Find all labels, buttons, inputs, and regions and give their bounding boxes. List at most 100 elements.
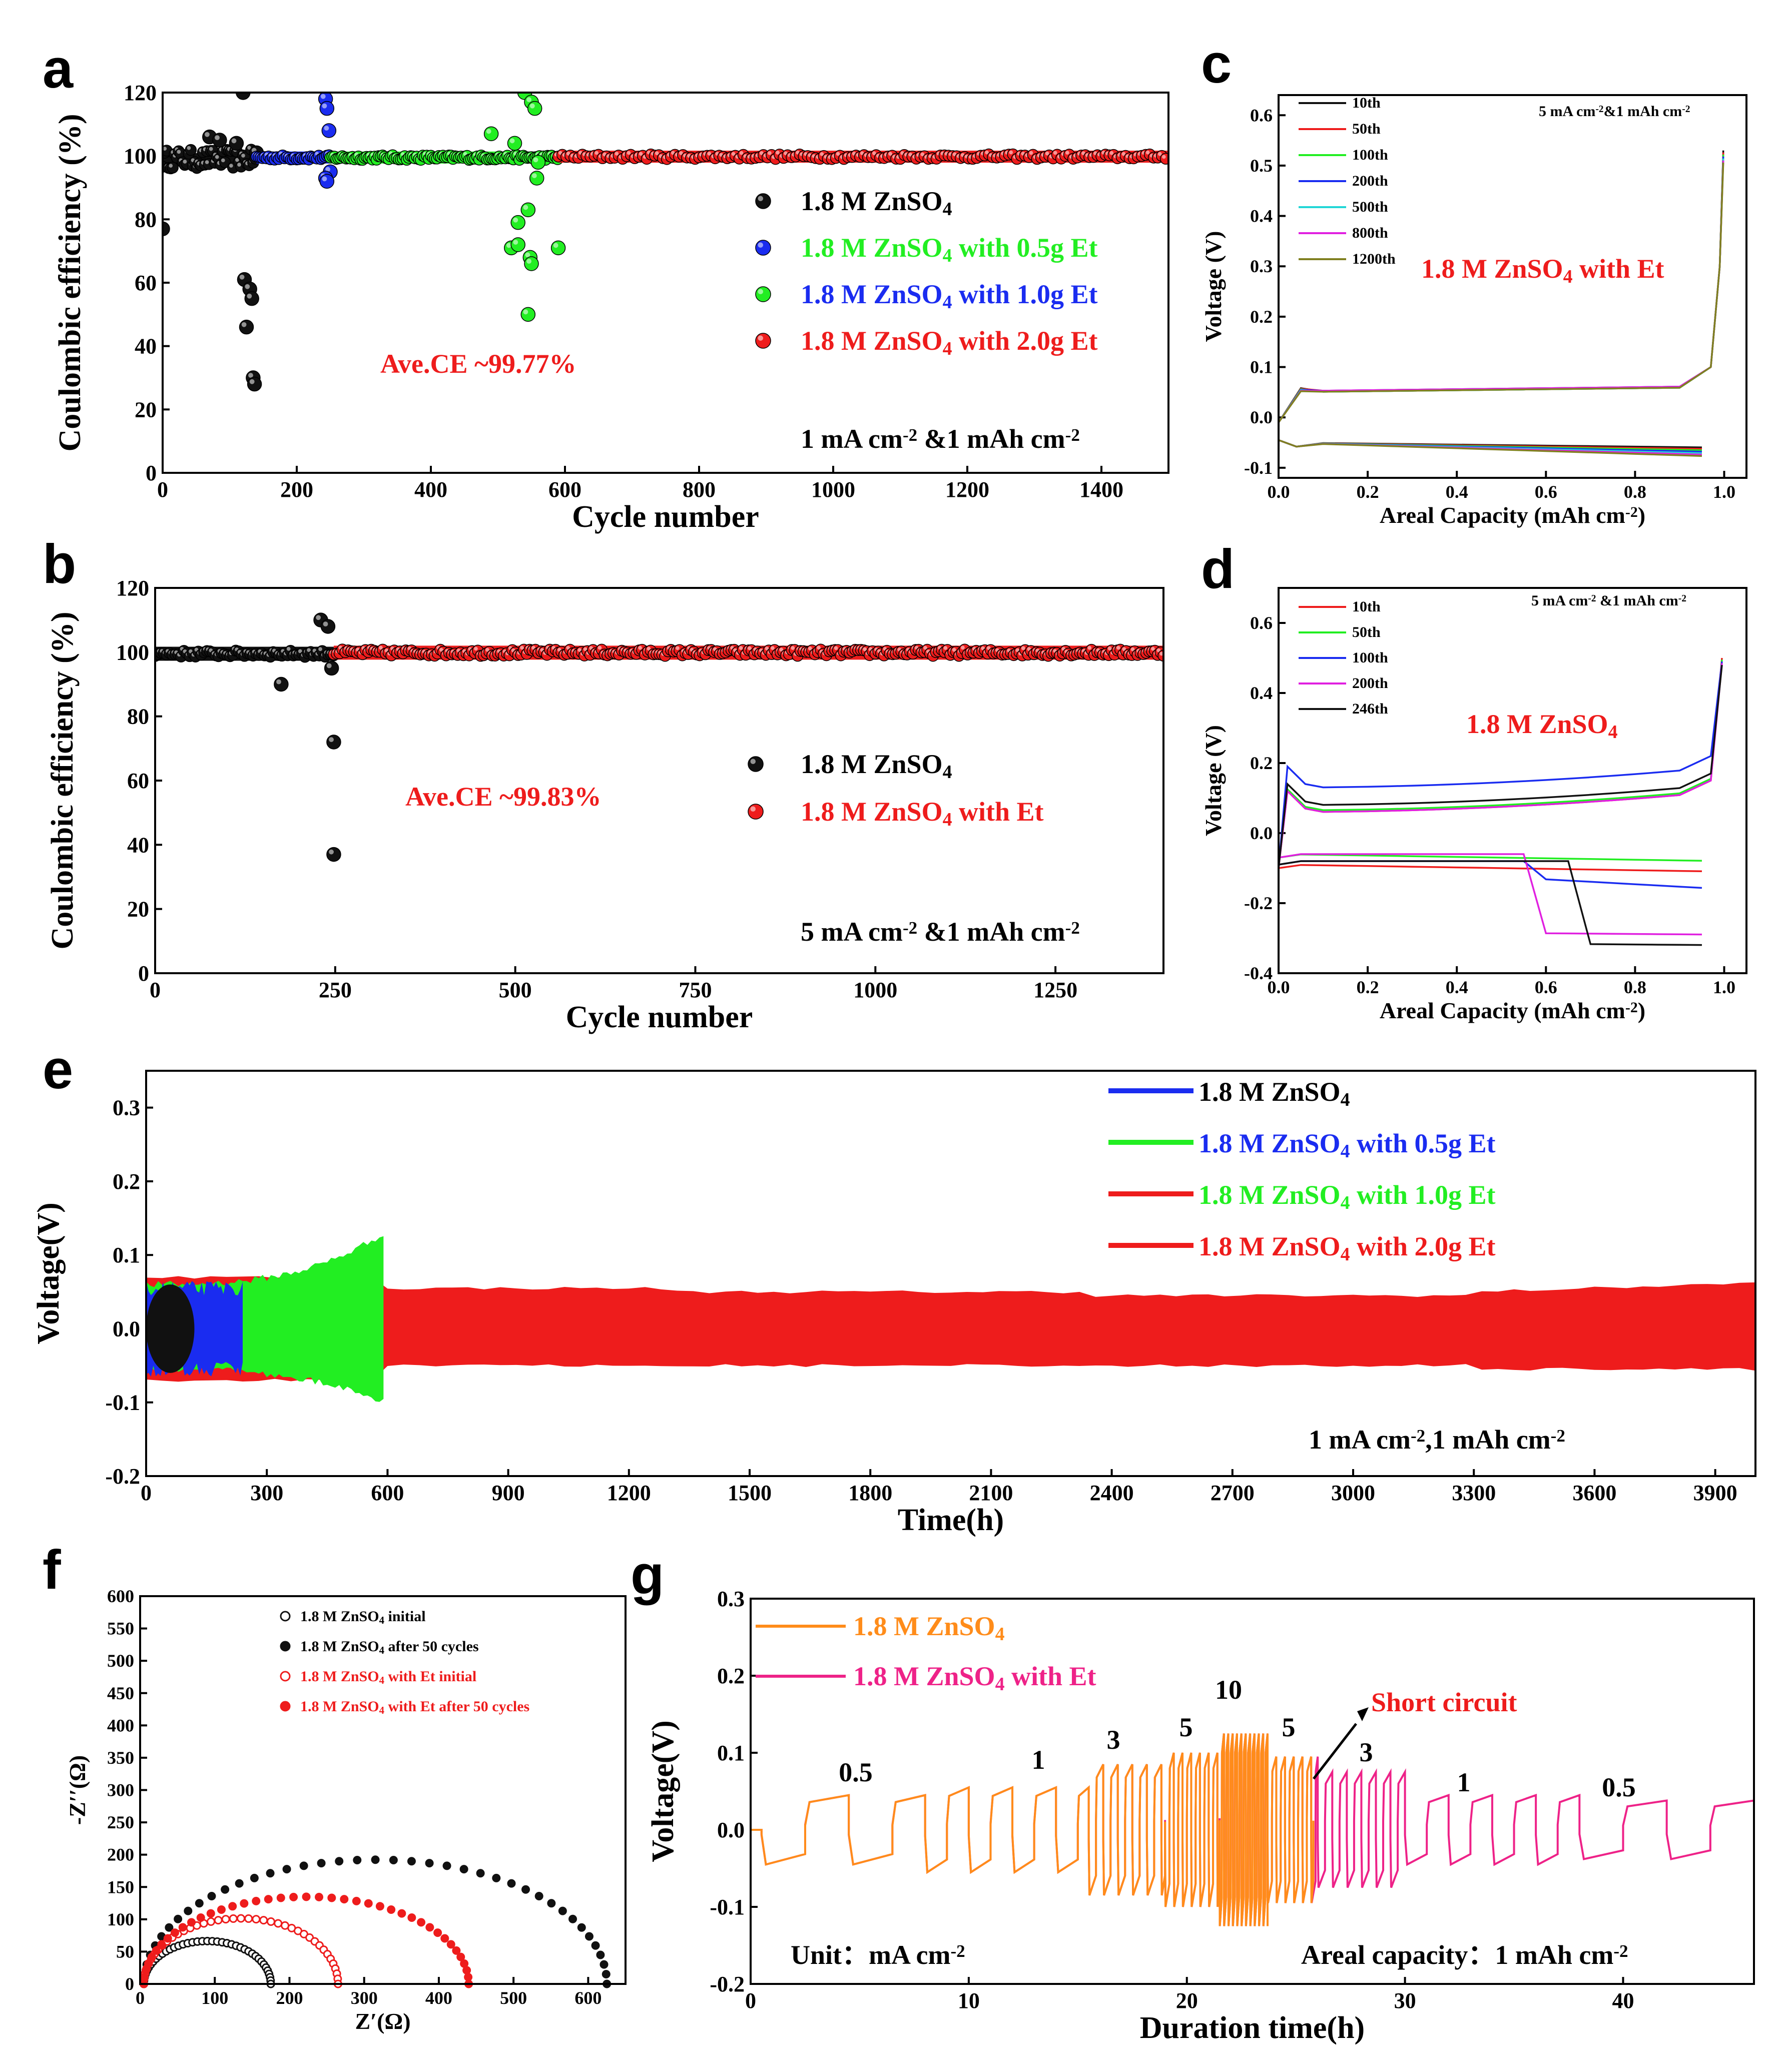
x-tick-label: 0 [745, 1988, 756, 2013]
point-highlight [298, 649, 302, 653]
plating-curve-magenta [1278, 853, 1702, 936]
outlier-point-green [520, 307, 536, 322]
point-highlight [731, 152, 736, 156]
y-tick-label: 0.0 [113, 1316, 140, 1341]
ave-ce-annotation: Ave.CE ~99.83% [405, 782, 602, 812]
x-tick-label: 0 [141, 1481, 152, 1505]
nyquist-point [302, 1892, 311, 1901]
y-tick-label: 100 [107, 1909, 134, 1929]
x-tick-label: 2100 [969, 1481, 1013, 1505]
nyquist-point [440, 1934, 449, 1943]
panel-a: 0 200 400 600 800 1000 1200 1400 0 20 40 60 80 100 120… [43, 38, 1169, 534]
point-highlight [1161, 155, 1166, 159]
nyquist-point [521, 1885, 530, 1894]
point-highlight [163, 147, 167, 151]
test-condition: 1 mA cm-2,1 mAh cm-2 [1309, 1425, 1565, 1455]
panel-d: 0.0 0.2 0.4 0.6 0.8 1.0-0.4-0.20.00.20.40.6Ar… [1201, 538, 1747, 1023]
legend-label: 800th [1352, 225, 1388, 241]
x-tick-label: 1000 [811, 477, 855, 502]
nyquist-point [207, 1917, 216, 1926]
point-highlight [768, 151, 772, 155]
nyquist-point [600, 1960, 609, 1969]
point-highlight [187, 146, 191, 150]
x-tick-label: 0.2 [1357, 482, 1379, 502]
test-condition: 1 mA cm-2 &1 mAh cm-2 [801, 424, 1080, 454]
nyquist-point [375, 1902, 384, 1911]
point-highlight [748, 646, 752, 650]
panel-f: 0 100 200 300 400 500 600 0 50 100 150 200 250 300 350… [43, 1539, 627, 2034]
point-highlight [229, 164, 233, 168]
y-axis-label: Voltage (V) [1201, 725, 1226, 836]
point-highlight [215, 155, 219, 159]
x-axis-label: Areal Capacity (mAh cm-2) [1380, 998, 1645, 1023]
x-tick-label: 1200 [607, 1481, 651, 1505]
point-highlight [627, 151, 631, 155]
point-highlight [1121, 152, 1126, 156]
point-highlight [1045, 151, 1049, 156]
point-highlight [520, 645, 524, 650]
y-tick-label: 0.1 [1250, 357, 1273, 377]
point-highlight [834, 646, 838, 650]
nyquist-point [584, 1932, 593, 1941]
outlier-point-green [524, 256, 539, 271]
stripping-curve-green [1278, 659, 1723, 869]
nyquist-point [228, 1902, 237, 1911]
point-highlight [526, 97, 531, 103]
point-highlight [183, 160, 187, 164]
point-highlight [750, 759, 756, 764]
x-tick-label: 0 [136, 1988, 145, 2008]
point-highlight [1151, 646, 1155, 651]
x-tick-label: 600 [574, 1988, 602, 2008]
unit-note: Unit：mA cm-2 [791, 1940, 965, 1970]
x-tick-label: 400 [425, 1988, 452, 2008]
nyquist-point [221, 1885, 230, 1894]
point-highlight [248, 373, 253, 378]
outlier-point-black [236, 93, 251, 100]
outlier-point-black [229, 136, 244, 151]
panel-letter: c [1201, 33, 1232, 95]
x-tick-label: 0.2 [1357, 977, 1379, 997]
y-tick-label: 0.4 [1250, 206, 1273, 226]
point-highlight [808, 646, 812, 650]
nyquist-point [141, 1966, 150, 1975]
point-highlight [639, 152, 643, 156]
legend-label: 1.8 M ZnSO4 [801, 186, 952, 220]
rate-trace-orange [751, 1733, 1315, 1926]
y-tick-label: -0.2 [105, 1464, 140, 1489]
nyquist-point [317, 1859, 326, 1868]
point-highlight [566, 645, 570, 650]
y-tick-label: 600 [107, 1586, 134, 1606]
nyquist-point [240, 1899, 249, 1908]
y-tick-label: 450 [107, 1683, 134, 1703]
point-highlight [326, 663, 332, 668]
x-tick-label: 1200 [945, 477, 989, 502]
nyquist-point [397, 1909, 406, 1918]
point-highlight [759, 151, 764, 155]
plot-frame [1278, 94, 1747, 479]
point-highlight [952, 647, 956, 652]
nyquist-point [217, 1905, 226, 1914]
outlier-point-black [212, 133, 227, 148]
point-highlight [523, 309, 528, 315]
point-highlight [325, 167, 330, 172]
point-highlight [888, 152, 892, 156]
nyquist-point [144, 1959, 153, 1968]
plot-frame [1278, 587, 1747, 974]
x-tick-label: 0.6 [1535, 977, 1557, 997]
point-highlight [307, 648, 311, 652]
nyquist-point [163, 1934, 172, 1943]
legend-label: 1.8 M ZnSO4 [853, 1611, 1005, 1645]
y-tick-label: 100 [116, 640, 149, 664]
point-highlight [1109, 151, 1114, 155]
point-highlight [817, 645, 821, 650]
point-highlight [920, 152, 925, 157]
panel-e: 0 300 600 900 1200 1500 1800 2100 2400 2700 3000 33… [32, 1039, 1756, 1537]
rate-label: 0.5 [839, 1757, 873, 1787]
point-highlight [239, 274, 245, 280]
rate-label: 3 [1107, 1725, 1120, 1755]
y-tick-label: 0.1 [717, 1741, 745, 1765]
point-highlight [526, 259, 531, 264]
point-highlight [533, 157, 538, 163]
nyquist-point [353, 1856, 362, 1865]
legend-label: 246th [1352, 701, 1388, 717]
